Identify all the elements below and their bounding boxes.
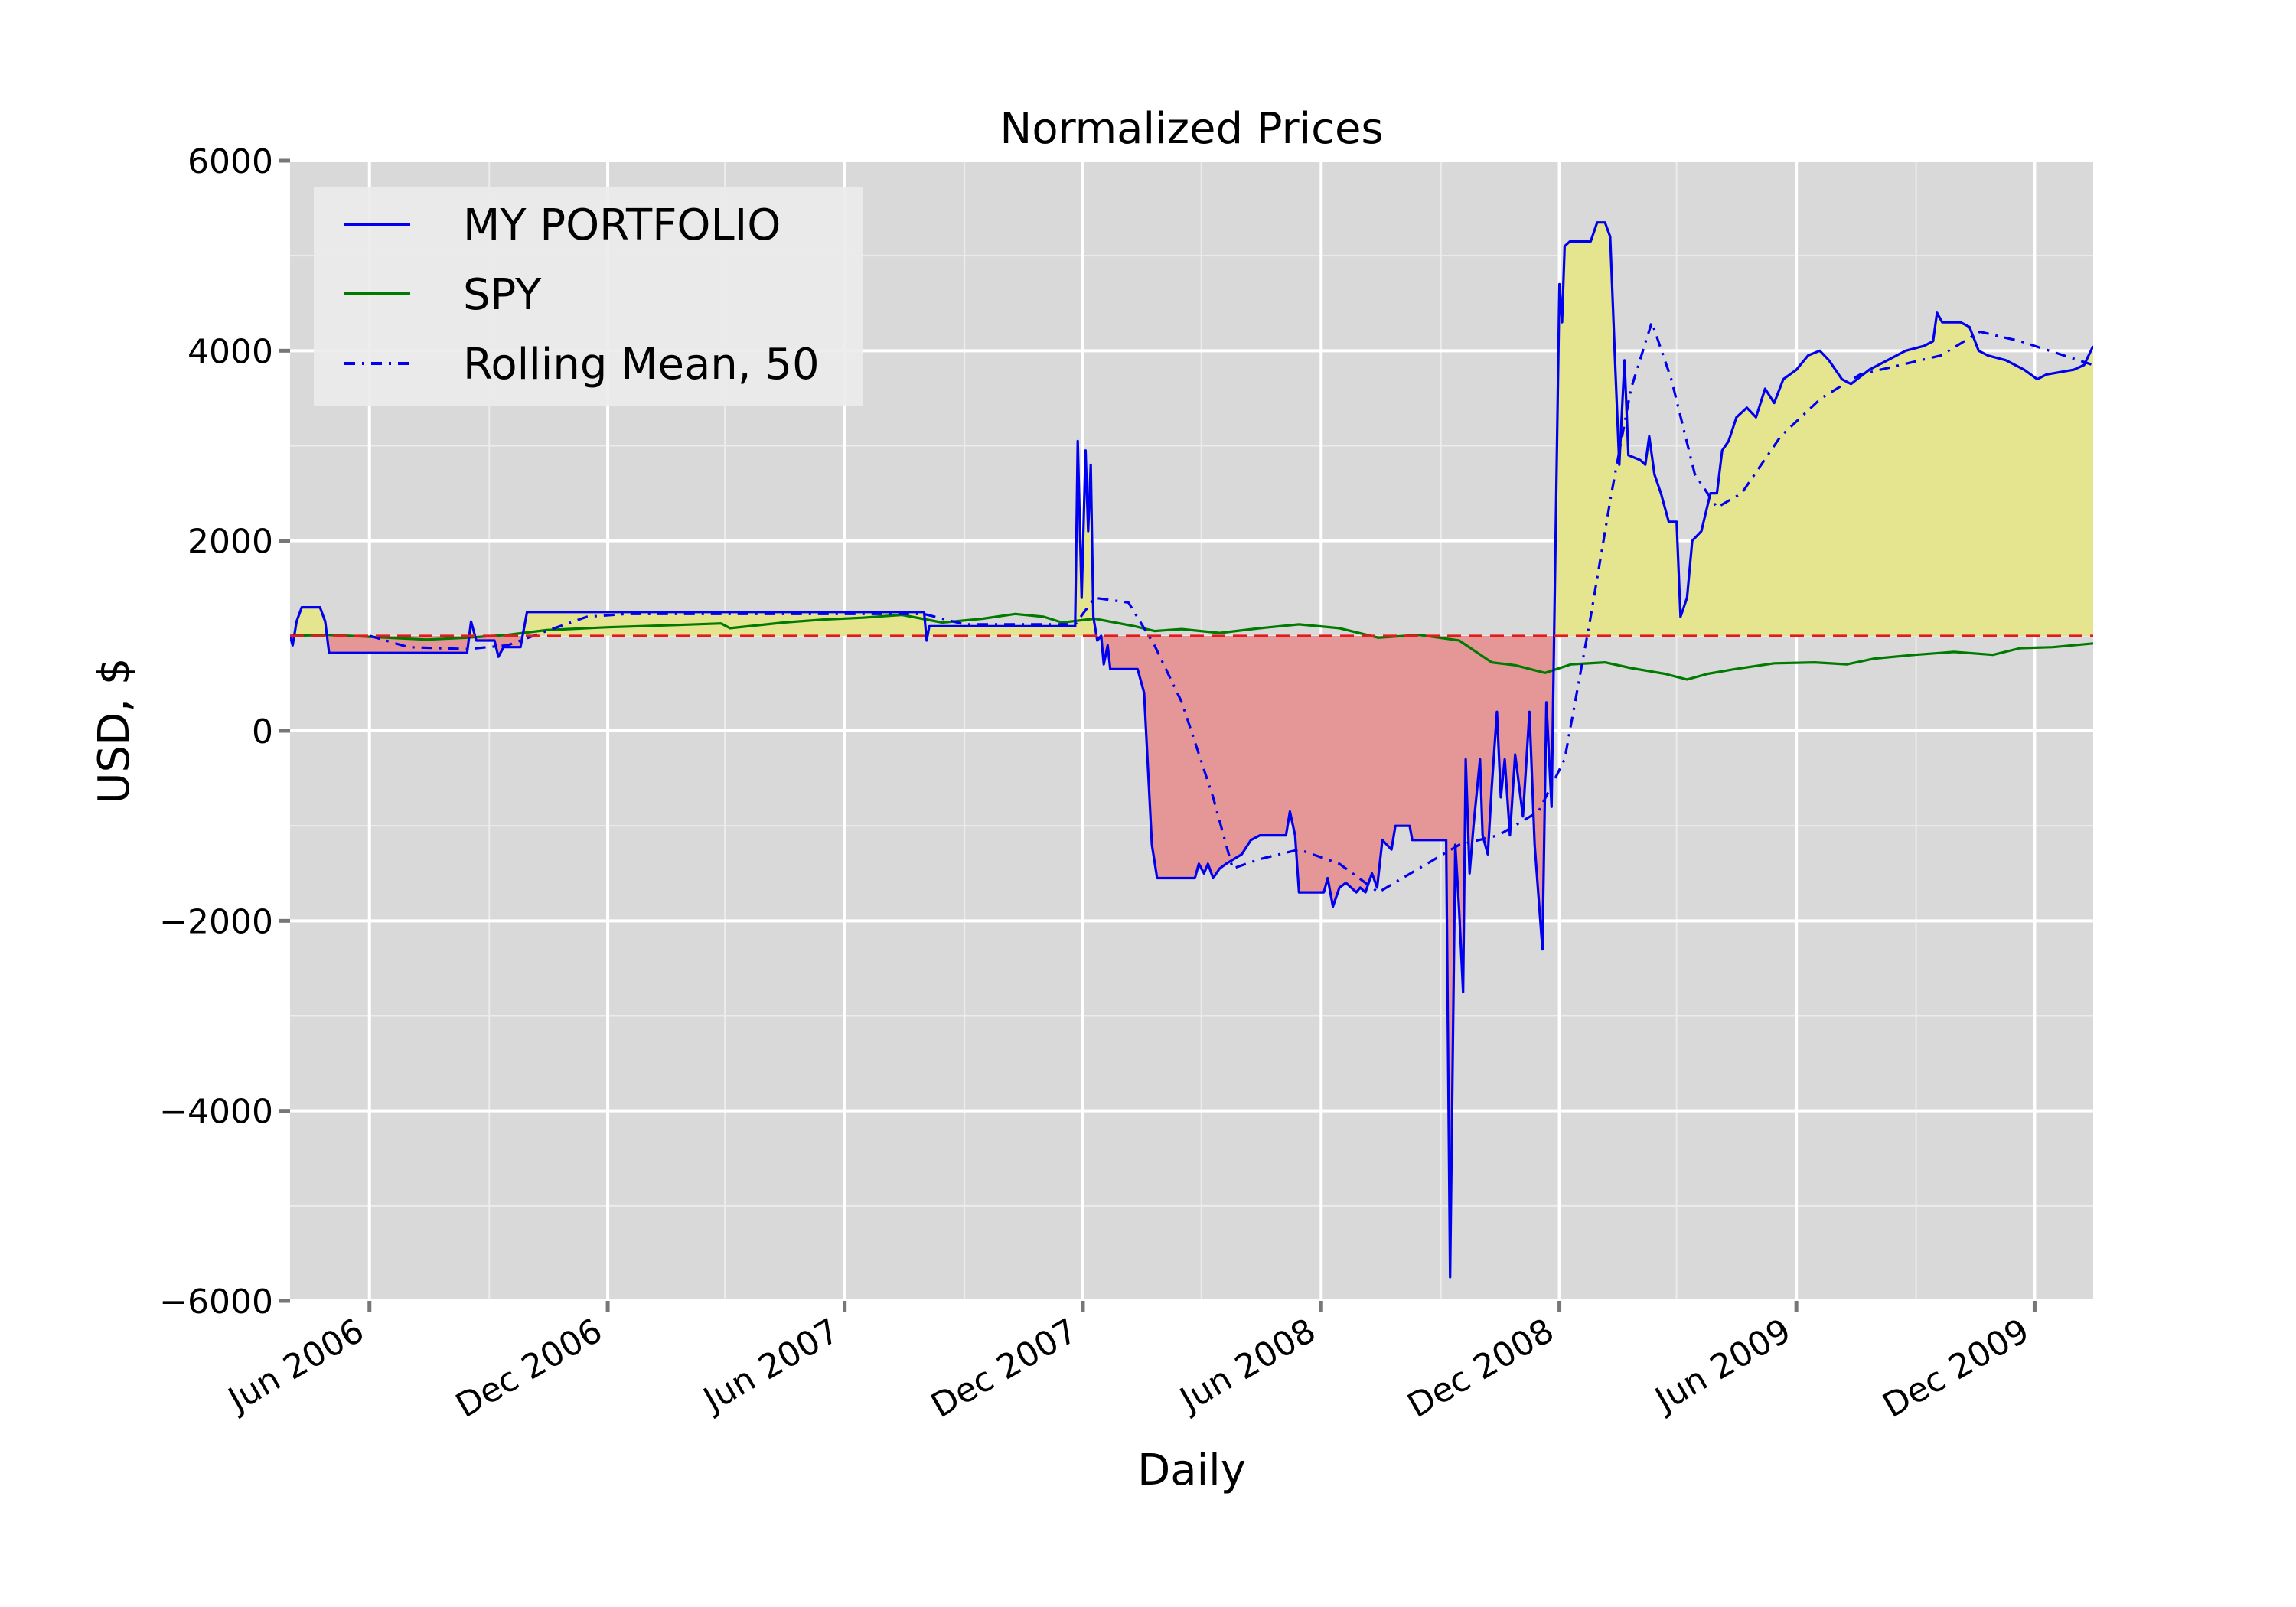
x-tick-label: Jun 2008: [1172, 1311, 1322, 1420]
series-line-spy: [290, 612, 2093, 681]
legend-label-my-portfolio: MY PORTFOLIO: [463, 200, 781, 250]
y-tick-label: −2000: [159, 902, 273, 941]
fill-below-baseline: [290, 635, 1554, 1277]
x-tick-label: Dec 2008: [1401, 1311, 1561, 1426]
y-tick-label: 0: [252, 712, 273, 751]
x-tick-label: Jun 2007: [695, 1311, 846, 1420]
legend-label-spy: SPY: [463, 270, 542, 320]
x-tick-label: Dec 2009: [1877, 1311, 2036, 1426]
y-tick-label: 6000: [188, 142, 273, 181]
fill-between-area: [290, 222, 2093, 1277]
fill-above-group: [290, 222, 2093, 636]
series-line-rolling-mean-50: [369, 321, 2093, 894]
x-tick-label: Jun 2006: [220, 1311, 371, 1420]
legend-label-rolling-mean: Rolling Mean, 50: [463, 340, 820, 390]
fill-above-baseline: [290, 222, 2093, 636]
x-axis-ticks: Jun 2006 Dec 2006 Jun 2007 Dec 2007 Jun 2008…: [220, 1301, 2037, 1426]
x-tick-label: Dec 2007: [925, 1311, 1084, 1426]
chart-title: Normalized Prices: [1000, 104, 1383, 154]
y-tick-label: −6000: [159, 1283, 273, 1322]
y-tick-label: 4000: [188, 332, 273, 371]
x-axis-label: Daily: [1137, 1446, 1246, 1495]
legend: MY PORTFOLIO SPY Rolling Mean, 50: [314, 187, 863, 406]
y-axis-label: USD, $: [90, 658, 139, 804]
y-tick-label: −4000: [159, 1093, 273, 1132]
y-axis-ticks: −6000 −4000 −2000 0 2000 4000 6000: [159, 142, 290, 1322]
major-grid: [290, 159, 2093, 1302]
y-tick-label: 2000: [188, 523, 273, 562]
x-tick-label: Jun 2009: [1647, 1311, 1798, 1420]
series-line-my-portfolio: [290, 221, 2093, 1279]
series-layer: [290, 221, 2093, 1279]
fill-below-group: [290, 635, 1554, 1277]
x-tick-label: Dec 2006: [449, 1311, 608, 1426]
